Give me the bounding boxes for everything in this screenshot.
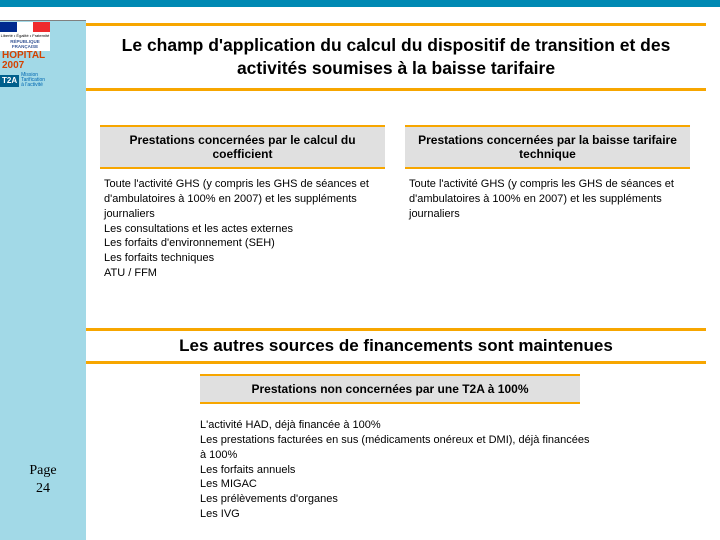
- comparison-table: Prestations concernées par le calcul du …: [100, 125, 700, 289]
- corner-white: [0, 7, 86, 21]
- logo-block: Liberté • Égalité • Fraternité RÉPUBLIQU…: [0, 22, 50, 88]
- page-number: Page 24: [18, 462, 68, 498]
- table-header-left: Prestations concernées par le calcul du …: [100, 125, 385, 169]
- flag-icon: [0, 22, 50, 32]
- page-value: 24: [18, 480, 68, 498]
- box3-header: Prestations non concernées par une T2A à…: [200, 374, 580, 404]
- box3-body: L'activité HAD, déjà financée à 100%Les …: [200, 418, 592, 522]
- t2a-text: Mission Tarification à l'activité: [19, 73, 50, 88]
- page-label: Page: [18, 462, 68, 480]
- page-title: Le champ d'application du calcul du disp…: [98, 34, 694, 80]
- title-band: Le champ d'application du calcul du disp…: [86, 23, 706, 91]
- t2a-block: T2A Mission Tarification à l'activité: [0, 73, 50, 88]
- hopital-line2: 2007: [0, 61, 50, 71]
- t2a-badge: T2A: [0, 75, 19, 87]
- motto-text: Liberté • Égalité • Fraternité: [0, 32, 50, 39]
- subtitle-text: Les autres sources de financements sont …: [86, 336, 706, 356]
- subtitle-band: Les autres sources de financements sont …: [86, 328, 706, 364]
- table-body-left: Toute l'activité GHS (y compris les GHS …: [100, 169, 385, 289]
- table-body-right: Toute l'activité GHS (y compris les GHS …: [405, 169, 690, 289]
- table-header-right: Prestations concernées par la baisse tar…: [405, 125, 690, 169]
- top-bar: [0, 0, 720, 7]
